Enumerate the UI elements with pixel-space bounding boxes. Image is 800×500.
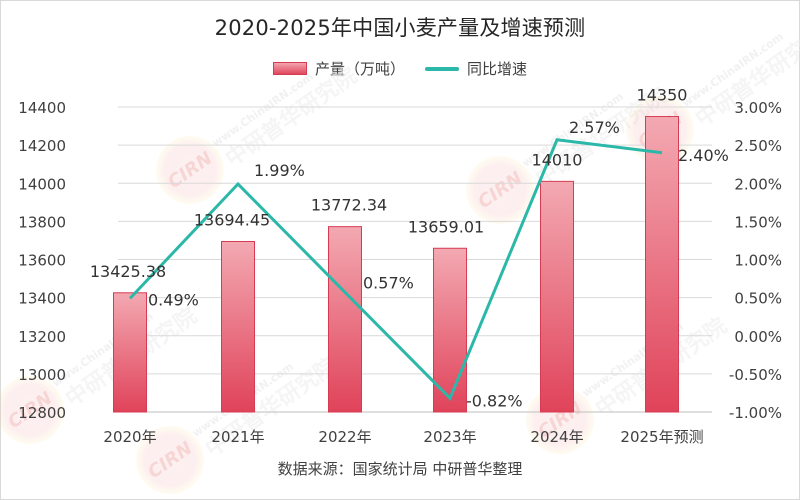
left-tick-label: 14200 xyxy=(18,137,66,155)
bar-value-label: 13659.01 xyxy=(408,217,484,236)
x-category-label: 2023年 xyxy=(423,428,476,446)
right-tick-label: 3.00% xyxy=(734,99,782,117)
left-tick-label: 13200 xyxy=(18,328,66,346)
bar-value-label: 14350 xyxy=(637,86,688,105)
legend-label-growth: 同比增速 xyxy=(467,60,528,78)
left-axis: 14400 14200 14000 13800 13600 13400 13200 13000… xyxy=(18,99,66,422)
bar[interactable] xyxy=(221,240,255,413)
x-category-label: 2020年 xyxy=(103,428,156,446)
x-category-label: 2024年 xyxy=(530,428,583,446)
line-swatch-icon xyxy=(425,66,459,71)
bar[interactable] xyxy=(328,226,362,413)
right-tick-label: 1.50% xyxy=(734,213,782,231)
right-tick-label: 2.00% xyxy=(734,175,782,193)
left-tick-label: 13600 xyxy=(18,252,66,270)
bar-swatch-icon xyxy=(272,62,307,75)
growth-value-label: 0.49% xyxy=(148,290,199,309)
chart-title: 2020-2025年中国小麦产量及增速预测 xyxy=(214,16,586,40)
bar-value-label: 13772.34 xyxy=(311,196,387,215)
source-note: 数据来源：国家统计局 中研普华整理 xyxy=(277,460,523,478)
left-tick-label: 14000 xyxy=(18,175,66,193)
bar[interactable] xyxy=(540,180,574,413)
bar-value-label: 13425.38 xyxy=(90,262,166,281)
growth-line[interactable] xyxy=(128,138,663,401)
right-tick-label: 0.50% xyxy=(734,290,782,308)
bar[interactable] xyxy=(433,247,467,413)
legend-item-production[interactable]: 产量（万吨） xyxy=(272,58,405,79)
legend-item-growth[interactable]: 同比增速 xyxy=(425,58,527,79)
x-axis: 2020年 2021年 2022年 2023年 2024年 2025年预测 xyxy=(103,428,703,446)
x-category-label: 2022年 xyxy=(318,428,371,446)
right-tick-label: 0.00% xyxy=(734,328,782,346)
data-labels: 13425.38 13694.45 13772.34 13659.01 14010 143… xyxy=(90,86,729,411)
left-tick-label: 12800 xyxy=(18,404,66,422)
left-tick-label: 13400 xyxy=(18,290,66,308)
right-tick-label: -1.00% xyxy=(729,404,782,422)
growth-value-label: -0.82% xyxy=(466,391,523,410)
bar-series xyxy=(113,116,679,413)
right-tick-label: 2.50% xyxy=(734,137,782,155)
left-tick-label: 14400 xyxy=(18,99,66,117)
bar[interactable] xyxy=(113,292,147,413)
x-category-label: 2021年 xyxy=(211,428,264,446)
growth-value-label: 2.40% xyxy=(678,146,729,165)
growth-value-label: 0.57% xyxy=(363,273,414,292)
right-tick-label: -0.50% xyxy=(729,366,782,384)
x-category-label: 2025年预测 xyxy=(620,428,703,446)
growth-value-label: 2.57% xyxy=(569,118,620,137)
right-tick-label: 1.00% xyxy=(734,252,782,270)
grid-lines xyxy=(118,106,712,413)
left-tick-label: 13800 xyxy=(18,213,66,231)
line-series xyxy=(128,138,663,401)
bar-value-label: 13694.45 xyxy=(194,210,270,229)
left-tick-label: 13000 xyxy=(18,366,66,384)
legend: 产量（万吨） 同比增速 xyxy=(0,58,800,79)
bar[interactable] xyxy=(645,116,679,413)
right-axis: 3.00% 2.50% 2.00% 1.50% 1.00% 0.50% 0.00% -0.50… xyxy=(729,99,782,422)
growth-value-label: 1.99% xyxy=(254,161,305,180)
legend-label-production: 产量（万吨） xyxy=(314,60,405,78)
bar-value-label: 14010 xyxy=(532,150,583,169)
